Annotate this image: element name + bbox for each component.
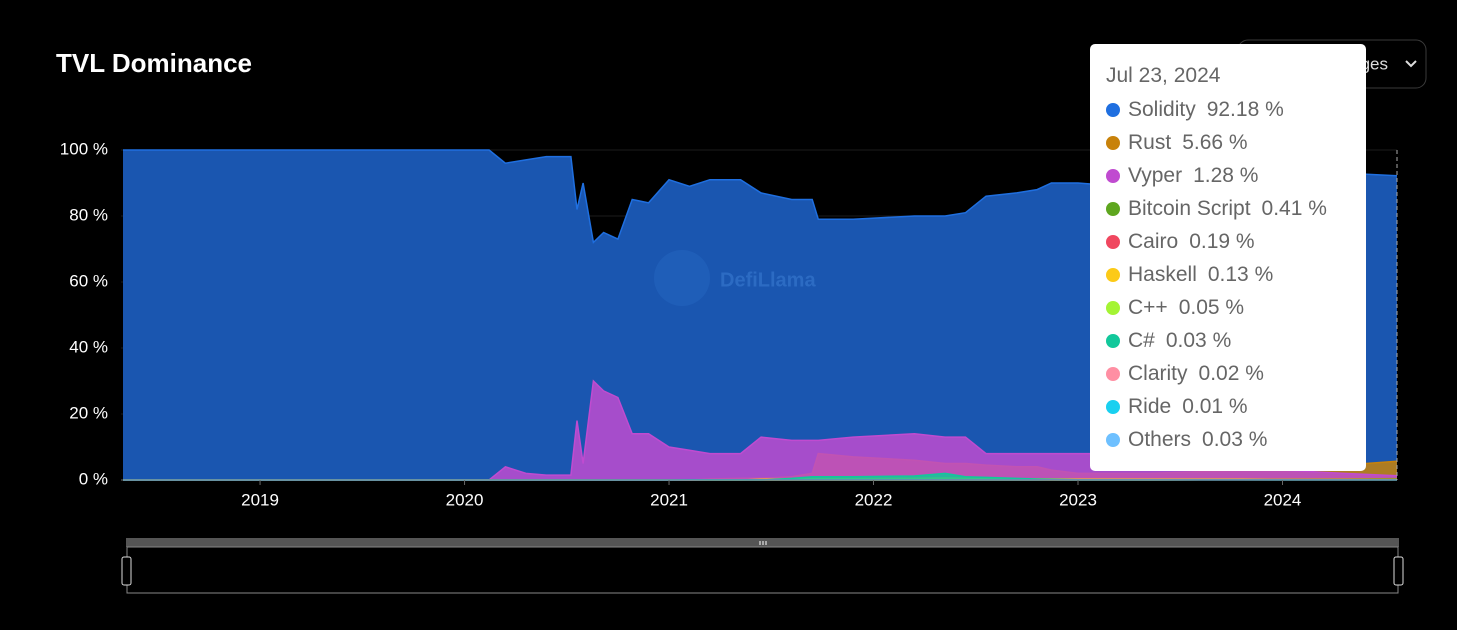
tooltip-row: Others 0.03 % <box>1106 423 1366 456</box>
tooltip-row: Haskell 0.13 % <box>1106 258 1366 291</box>
x-tick-label: 2020 <box>446 490 484 509</box>
tooltip-dot <box>1106 399 1120 414</box>
tooltip-dot <box>1106 432 1120 447</box>
tooltip-value: 0.41 % <box>1261 196 1327 220</box>
tooltip-row: Ride 0.01 % <box>1106 390 1366 423</box>
y-tick-label: 20 % <box>69 403 108 422</box>
dropdown-chevron <box>1405 60 1417 68</box>
tooltip-row: Cairo 0.19 % <box>1106 225 1366 258</box>
tooltip-value: 0.02 % <box>1198 361 1264 385</box>
tooltip-value: 0.01 % <box>1182 394 1248 418</box>
tooltip-name: Cairo <box>1128 229 1179 253</box>
tooltip-value: 0.05 % <box>1178 295 1245 319</box>
zoom-handle-right[interactable] <box>1393 556 1404 586</box>
tooltip-row: Clarity 0.02 % <box>1106 357 1366 390</box>
y-tick-label: 60 % <box>69 271 108 290</box>
tooltip-dot <box>1106 102 1120 117</box>
x-tick-label: 2024 <box>1264 490 1302 509</box>
axes: 0 % 20 % 40 % 60 % 80 % 100 % 2019 2020 2021 2022… <box>60 139 1397 509</box>
zoom-handle-left[interactable] <box>121 556 132 586</box>
tooltip-value: 0.03 % <box>1165 328 1232 352</box>
tooltip-dot <box>1106 333 1120 348</box>
tooltip-row: C# 0.03 % <box>1106 324 1366 357</box>
zoom-window[interactable] <box>126 546 1399 594</box>
tooltip-row: Vyper 1.28 % <box>1106 159 1366 192</box>
tooltip-dot <box>1106 168 1120 183</box>
y-tick-label: 0 % <box>79 469 108 488</box>
tooltip-row: Solidity 92.18 % <box>1106 93 1366 126</box>
tooltip-row: C++ 0.05 % <box>1106 291 1366 324</box>
tooltip-dot <box>1106 201 1120 216</box>
area <box>123 150 1397 480</box>
tooltip-name: C++ <box>1128 295 1168 319</box>
tooltip-name: Solidity <box>1128 97 1196 121</box>
watermark-icon <box>654 250 710 306</box>
tooltip-name: Clarity <box>1128 361 1188 385</box>
tooltip: Jul 23, 2024 Solidity 92.18 % Rust 5.66 % Vyp… <box>1090 44 1366 471</box>
watermark: DefiLlama <box>720 269 816 291</box>
tooltip-name: Haskell <box>1128 262 1197 286</box>
tooltip-name: Others <box>1128 427 1192 451</box>
tooltip-row: Rust 5.66 % <box>1106 126 1366 159</box>
tooltip-name: Bitcoin Script <box>1128 196 1251 220</box>
tooltip-value: 92.18 % <box>1206 97 1284 121</box>
tooltip-dot <box>1106 366 1120 381</box>
tooltip-dot <box>1106 267 1120 282</box>
tooltip-dot <box>1106 300 1120 315</box>
x-tick-label: 2021 <box>650 490 688 509</box>
tooltip-value: 0.19 % <box>1189 229 1255 253</box>
tooltip-name: Ride <box>1128 394 1172 418</box>
y-tick-label: 40 % <box>69 337 108 356</box>
tooltip-name: Vyper <box>1128 163 1183 187</box>
tooltip-row: Bitcoin Script 0.41 % <box>1106 192 1366 225</box>
zoom-grip <box>759 541 767 545</box>
chart-title: TVL Dominance <box>56 48 252 78</box>
tooltip-name: C# <box>1128 328 1155 352</box>
tooltip-value: 1.28 % <box>1193 163 1259 187</box>
zoom-slider[interactable] <box>121 538 1404 594</box>
x-tick-label: 2022 <box>855 490 893 509</box>
y-tick-label: 80 % <box>69 205 108 224</box>
tooltip-dot <box>1106 135 1120 150</box>
tooltip-date: Jul 23, 2024 <box>1106 64 1221 87</box>
x-tick-label: 2023 <box>1059 490 1097 509</box>
tooltip-dot <box>1106 234 1120 249</box>
tooltip-name: Rust <box>1128 130 1172 154</box>
area <box>123 381 1397 480</box>
watermark-logo <box>654 250 710 306</box>
tooltip-value: 0.13 % <box>1207 262 1274 286</box>
tooltip-value: 0.03 % <box>1202 427 1268 451</box>
tooltip-value: 5.66 % <box>1182 130 1248 154</box>
y-tick-label: 100 % <box>60 139 108 158</box>
x-tick-label: 2019 <box>241 490 279 509</box>
